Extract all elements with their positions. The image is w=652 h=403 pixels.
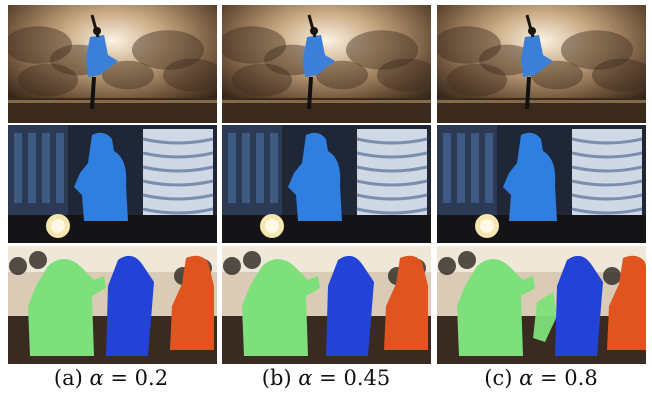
- scene-person-window-lamp: [437, 125, 646, 243]
- cloud: [132, 30, 204, 70]
- caption-b-value: 0.45: [343, 366, 391, 390]
- person-mask: [74, 132, 128, 221]
- cloud: [232, 63, 292, 97]
- cloud: [102, 60, 154, 90]
- green-person-mask: [457, 259, 535, 356]
- caption-a: (a) α = 0.2: [4, 366, 218, 390]
- cloud: [531, 60, 583, 90]
- scene-three-people-room: [8, 246, 217, 364]
- person-mask: [288, 132, 342, 221]
- caption-c-value: 0.8: [564, 366, 598, 390]
- panel-row1-col1: [8, 5, 217, 123]
- caption-b-label: (b): [261, 366, 292, 390]
- dancer-mask: [86, 35, 118, 77]
- caption-a-relation: =: [110, 366, 128, 390]
- orange-person-mask: [170, 255, 214, 350]
- caption-b: (b) α = 0.45: [219, 366, 433, 390]
- lamp-shade: [243, 251, 261, 269]
- cloud: [18, 63, 78, 97]
- scene-dancer-clouds: [8, 5, 217, 123]
- scene-three-people-room: [437, 246, 646, 364]
- lamp-shade: [9, 257, 27, 275]
- dancer-mask: [303, 35, 335, 77]
- scene-three-people-room: [222, 246, 431, 364]
- cloud: [592, 58, 646, 92]
- scene-person-window-lamp: [8, 125, 217, 243]
- cloud: [377, 58, 431, 92]
- lamp-shade: [438, 257, 456, 275]
- green-person-mask: [242, 259, 320, 356]
- orange-person-mask: [384, 255, 428, 350]
- cloud: [8, 26, 72, 64]
- caption-a-value: 0.2: [134, 366, 169, 390]
- dancer-leg: [525, 76, 531, 110]
- scene-dancer-clouds: [222, 5, 431, 123]
- person-mask: [503, 132, 557, 221]
- scene-dancer-clouds: [437, 5, 646, 123]
- green-person-mask: [28, 259, 106, 356]
- orange-person-mask: [607, 255, 646, 350]
- lamp-shade: [29, 251, 47, 269]
- cloud: [163, 58, 217, 92]
- caption-b-symbol: α: [298, 366, 313, 390]
- panel-row3-col2: [222, 246, 431, 364]
- dancer-leg: [307, 76, 313, 110]
- panel-row2-col3: [437, 125, 646, 243]
- panel-row2-col2: [222, 125, 431, 243]
- panel-row2-col1: [8, 125, 217, 243]
- green-bleed-mask: [533, 292, 557, 342]
- dancer-head: [528, 27, 536, 35]
- caption-a-label: (a): [53, 366, 83, 390]
- caption-c-symbol: α: [519, 366, 534, 390]
- cloud: [346, 30, 418, 70]
- caption-b-relation: =: [319, 366, 337, 390]
- cloud: [447, 63, 507, 97]
- lamp-shade: [223, 257, 241, 275]
- cloud: [222, 26, 286, 64]
- panel-row1-col3: [437, 5, 646, 123]
- panel-row1-col2: [222, 5, 431, 123]
- scene-person-window-lamp: [222, 125, 431, 243]
- cloud: [316, 60, 368, 90]
- dancer-leg: [90, 76, 96, 110]
- dancer-mask: [521, 35, 553, 77]
- panel-row3-col1: [8, 246, 217, 364]
- cloud: [479, 44, 535, 76]
- dancer-head: [93, 27, 101, 35]
- caption-a-symbol: α: [89, 366, 104, 390]
- blue-person-mask: [555, 255, 603, 356]
- dancer-head: [310, 27, 318, 35]
- cloud: [437, 26, 501, 64]
- panel-row3-col3: [437, 246, 646, 364]
- caption-c-relation: =: [540, 366, 558, 390]
- lamp-shade: [458, 251, 476, 269]
- blue-person-mask: [326, 255, 374, 356]
- blue-person-mask: [106, 255, 154, 356]
- cloud: [561, 30, 633, 70]
- lamp-shade: [603, 267, 621, 285]
- caption-c-label: (c): [484, 366, 513, 390]
- caption-c: (c) α = 0.8: [434, 366, 648, 390]
